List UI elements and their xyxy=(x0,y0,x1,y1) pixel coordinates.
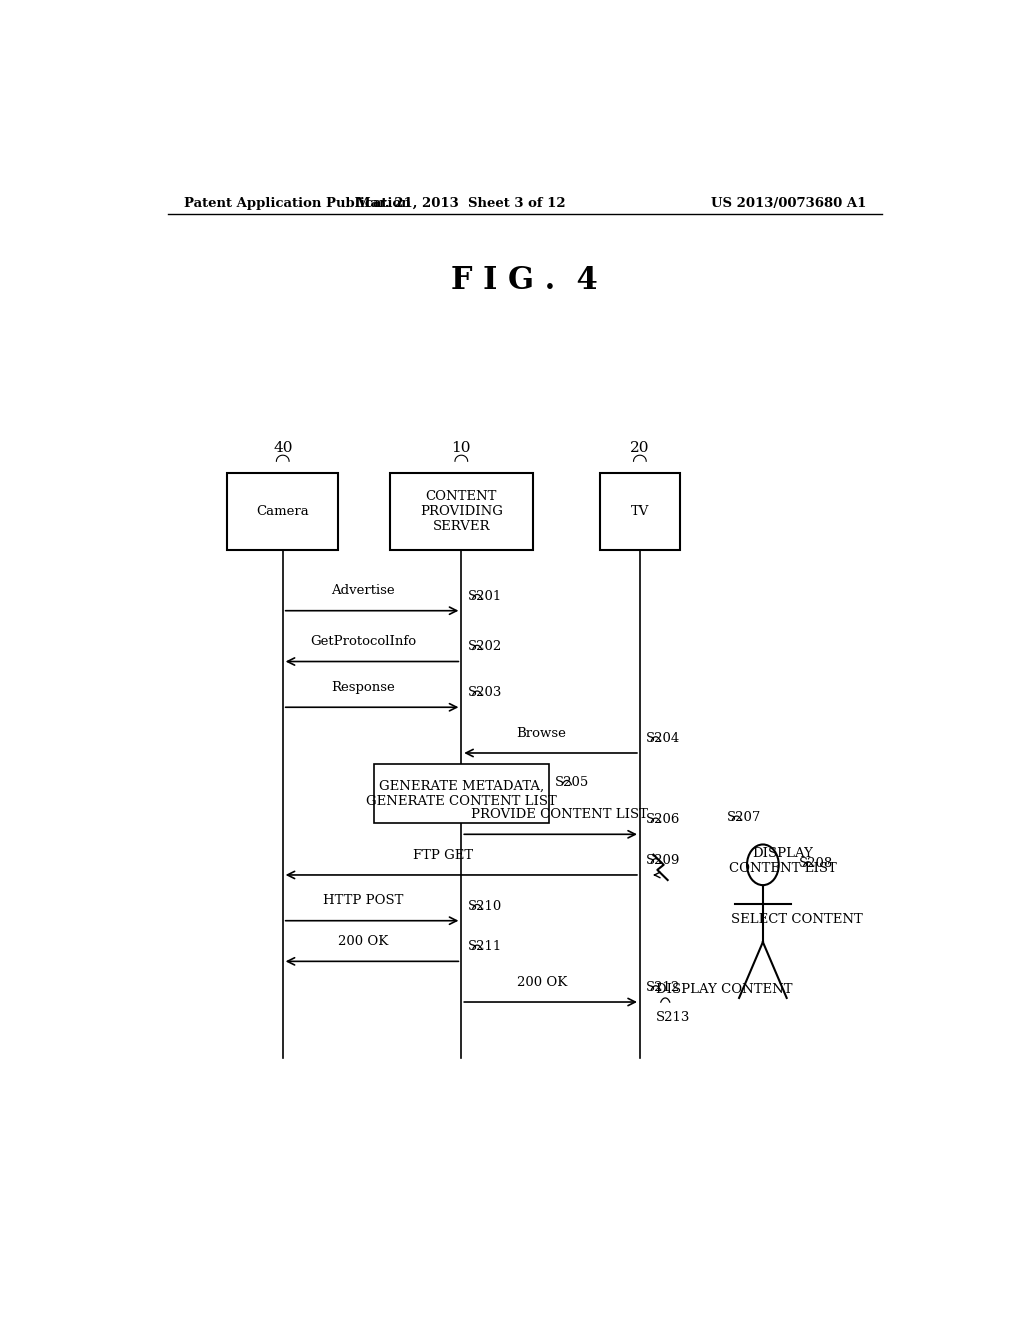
Text: S213: S213 xyxy=(655,1011,690,1024)
Text: S203: S203 xyxy=(468,686,502,700)
Text: S206: S206 xyxy=(646,813,681,826)
Text: Advertise: Advertise xyxy=(332,585,395,598)
Text: GENERATE METADATA,
GENERATE CONTENT LIST: GENERATE METADATA, GENERATE CONTENT LIST xyxy=(366,780,557,808)
Text: 10: 10 xyxy=(452,441,471,455)
Text: S202: S202 xyxy=(468,640,502,653)
FancyBboxPatch shape xyxy=(227,474,338,549)
Text: S208: S208 xyxy=(799,857,833,870)
Text: S204: S204 xyxy=(646,731,681,744)
Text: S211: S211 xyxy=(468,940,502,953)
Text: 200 OK: 200 OK xyxy=(516,975,567,989)
Text: Browse: Browse xyxy=(517,727,566,739)
Text: S212: S212 xyxy=(646,981,681,994)
Text: FTP GET: FTP GET xyxy=(414,849,473,862)
Text: S201: S201 xyxy=(468,590,502,602)
Text: Mar. 21, 2013  Sheet 3 of 12: Mar. 21, 2013 Sheet 3 of 12 xyxy=(356,197,566,210)
FancyBboxPatch shape xyxy=(390,474,532,549)
FancyBboxPatch shape xyxy=(600,474,680,549)
Text: S205: S205 xyxy=(555,776,589,788)
Text: S210: S210 xyxy=(468,899,502,912)
Text: Response: Response xyxy=(331,681,395,694)
Text: S207: S207 xyxy=(727,812,762,824)
Text: DISPLAY
CONTENT LIST: DISPLAY CONTENT LIST xyxy=(729,846,837,875)
Text: Camera: Camera xyxy=(256,506,309,517)
FancyBboxPatch shape xyxy=(374,764,549,824)
Text: TV: TV xyxy=(631,506,649,517)
Text: SELECT CONTENT: SELECT CONTENT xyxy=(731,912,863,925)
Text: PROVIDE CONTENT LIST: PROVIDE CONTENT LIST xyxy=(471,808,648,821)
Text: S209: S209 xyxy=(646,854,681,867)
Text: 20: 20 xyxy=(630,441,649,455)
Text: DISPLAY CONTENT: DISPLAY CONTENT xyxy=(655,983,793,995)
Text: CONTENT
PROVIDING
SERVER: CONTENT PROVIDING SERVER xyxy=(420,490,503,533)
Text: Patent Application Publication: Patent Application Publication xyxy=(183,197,411,210)
Text: 200 OK: 200 OK xyxy=(338,935,388,948)
Text: F I G .  4: F I G . 4 xyxy=(452,265,598,296)
Text: US 2013/0073680 A1: US 2013/0073680 A1 xyxy=(711,197,866,210)
Text: HTTP POST: HTTP POST xyxy=(323,895,403,907)
Text: GetProtocolInfo: GetProtocolInfo xyxy=(310,635,416,648)
Text: 40: 40 xyxy=(273,441,293,455)
